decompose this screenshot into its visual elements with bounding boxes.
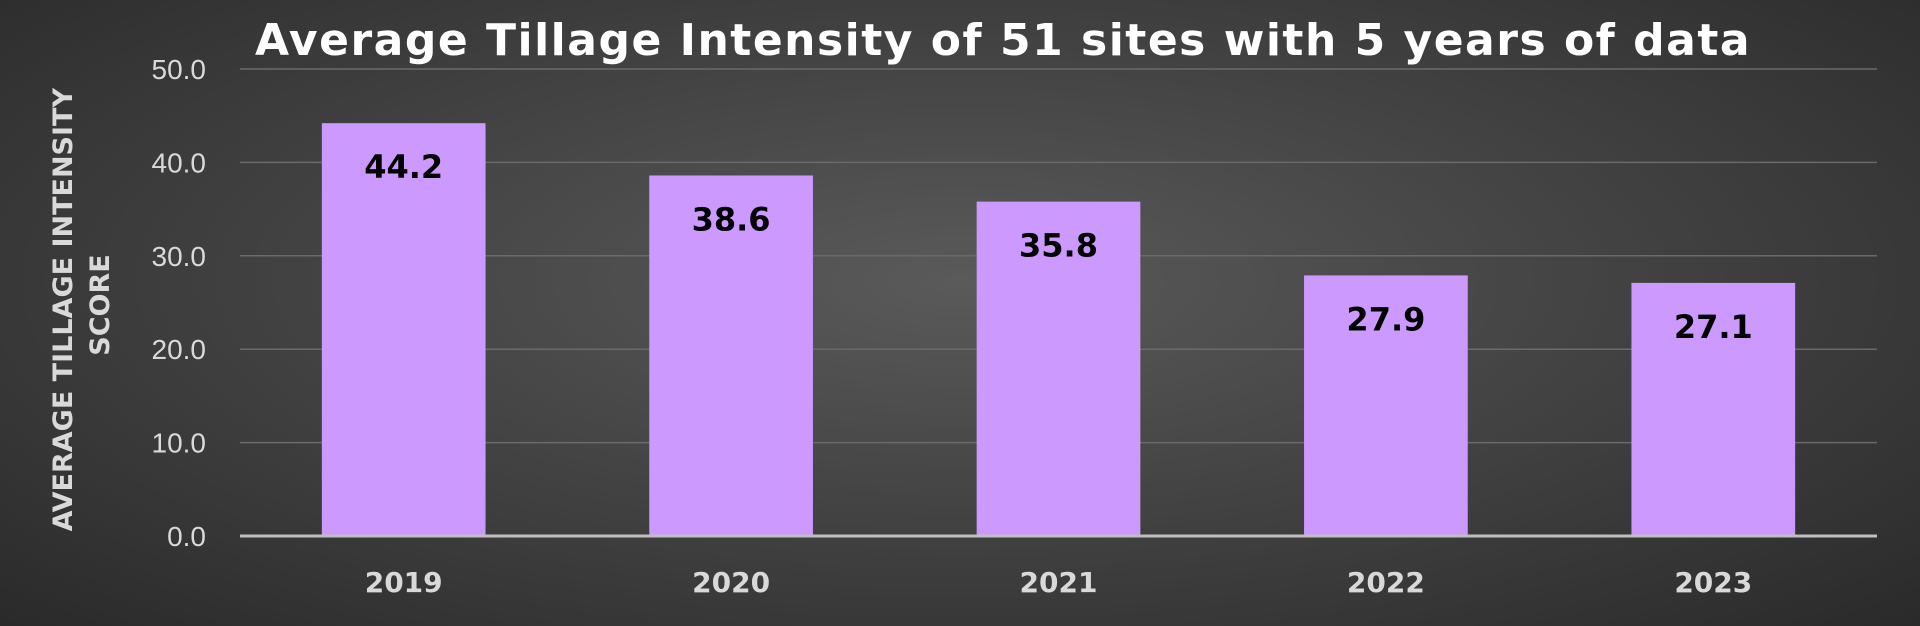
bar-2021 (976, 201, 1141, 537)
data-labels: 44.2 38.6 35.8 27.9 27.1 (364, 148, 1753, 346)
bar-2023 (1631, 282, 1796, 536)
data-label-2020: 38.6 (692, 200, 771, 238)
y-tick-label: 50.0 (152, 54, 207, 85)
chart-title: Average Tillage Intensity of 51 sites wi… (255, 15, 1751, 66)
x-tick-label-2023: 2023 (1674, 566, 1752, 599)
bars (321, 123, 1796, 537)
bar-2020 (649, 175, 813, 536)
data-label-2021: 35.8 (1019, 227, 1098, 265)
y-axis-title-line-1: AVERAGE TILLAGE INTENSITY (48, 88, 79, 532)
y-axis-title-line-2: SCORE (85, 254, 116, 355)
y-tick-label: 10.0 (152, 428, 207, 459)
x-tick-label-2020: 2020 (692, 566, 770, 599)
x-tick-label-2022: 2022 (1347, 566, 1425, 599)
x-tick-label-2021: 2021 (1020, 566, 1098, 599)
x-tick-label-2019: 2019 (365, 566, 443, 599)
y-tick-label: 20.0 (152, 334, 207, 365)
bar-2019 (321, 123, 486, 536)
data-label-2019: 44.2 (364, 148, 443, 186)
y-axis-title: AVERAGE TILLAGE INTENSITY SCORE (48, 79, 116, 532)
bar-2022 (1304, 275, 1468, 536)
y-axis-ticks: 0.0 10.0 20.0 30.0 40.0 50.0 (152, 54, 207, 552)
x-axis-ticks: 2019 2020 2021 2022 2023 (365, 566, 1753, 599)
y-tick-label: 40.0 (152, 147, 207, 178)
y-tick-label: 0.0 (167, 521, 206, 552)
data-label-2022: 27.9 (1346, 300, 1425, 338)
y-tick-label: 30.0 (152, 241, 207, 272)
data-label-2023: 27.1 (1674, 308, 1753, 346)
